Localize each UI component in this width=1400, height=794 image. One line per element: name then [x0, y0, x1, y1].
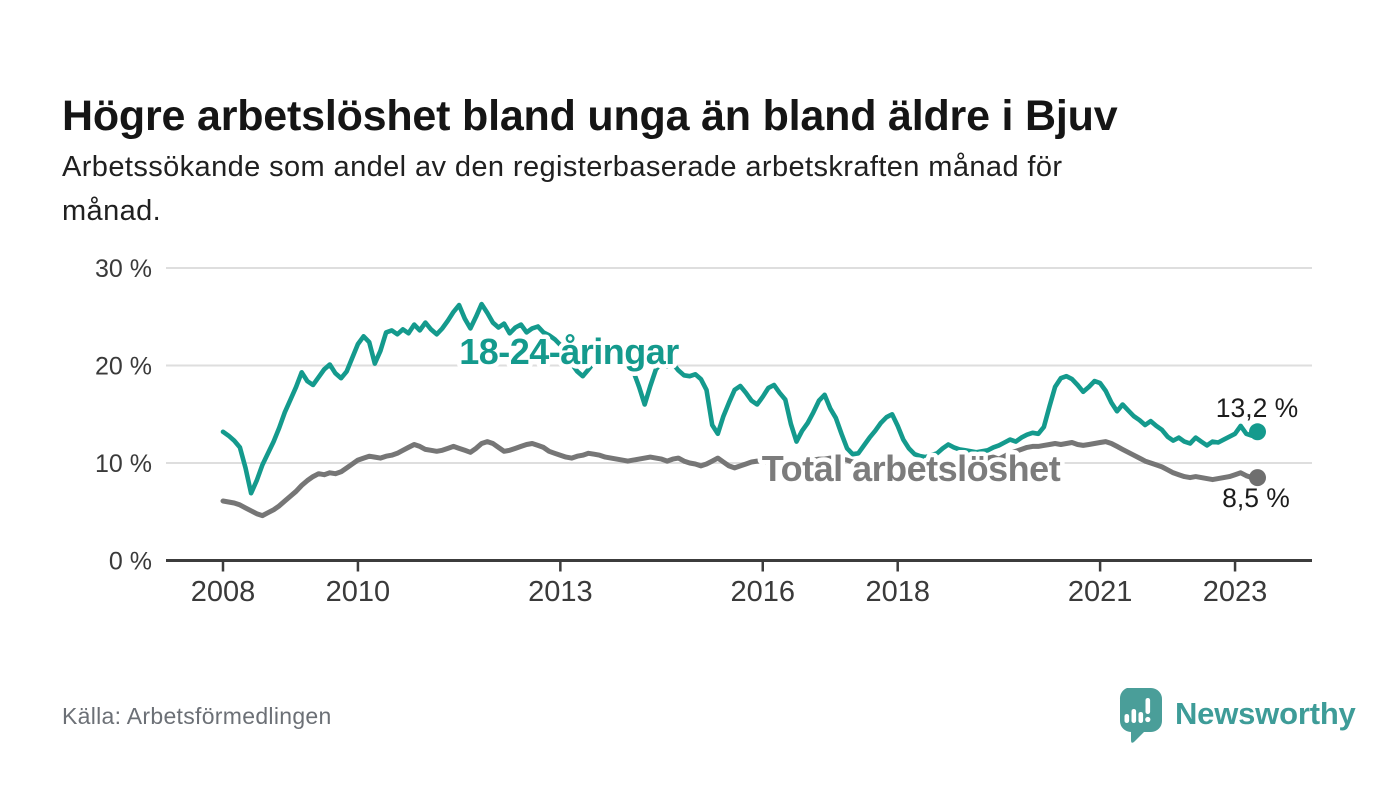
exclamation-bar	[1145, 698, 1151, 714]
series-line-youth	[220, 301, 1260, 496]
chart-subtitle: Arbetssökande som andel av den registerb…	[62, 151, 1063, 227]
x-tick-label-2008: 2008	[191, 576, 256, 608]
x-tick-label-2021: 2021	[1068, 576, 1133, 608]
x-tick-label-2013: 2013	[528, 576, 593, 608]
end-value-label-total: 8,5 %	[1222, 483, 1290, 513]
series-label-total: Total arbetslöshet	[762, 448, 1061, 489]
bar-3	[1138, 712, 1144, 723]
x-tick-label-2016: 2016	[731, 576, 796, 608]
x-tick-label-2018: 2018	[865, 576, 930, 608]
exclamation-dot	[1145, 716, 1151, 723]
source-note: Källa: Arbetsförmedlingen	[62, 703, 332, 729]
y-tick-label-20: 20 %	[95, 353, 152, 381]
newsworthy-logo[interactable]: Newsworthy	[1116, 688, 1356, 746]
series-line-total	[220, 439, 1260, 519]
page-title: Högre arbetslöshet bland unga än bland ä…	[62, 91, 1118, 140]
y-tick-label-0: 0 %	[109, 548, 152, 576]
x-tick-label-2023: 2023	[1203, 576, 1268, 608]
bar-2	[1131, 709, 1137, 723]
series-label-youth: 18-24-åringar	[459, 331, 679, 372]
end-dot-total	[1249, 469, 1266, 487]
brand-wordmark: Newsworthy	[1175, 696, 1356, 731]
end-dot-youth	[1249, 423, 1266, 441]
newsworthy-logo-icon	[1119, 688, 1162, 743]
x-tick-label-2010: 2010	[326, 576, 391, 608]
bar-1	[1124, 714, 1130, 723]
y-tick-label-30: 30 %	[95, 255, 152, 283]
end-value-label-youth: 13,2 %	[1216, 393, 1299, 423]
y-tick-label-10: 10 %	[95, 450, 152, 478]
